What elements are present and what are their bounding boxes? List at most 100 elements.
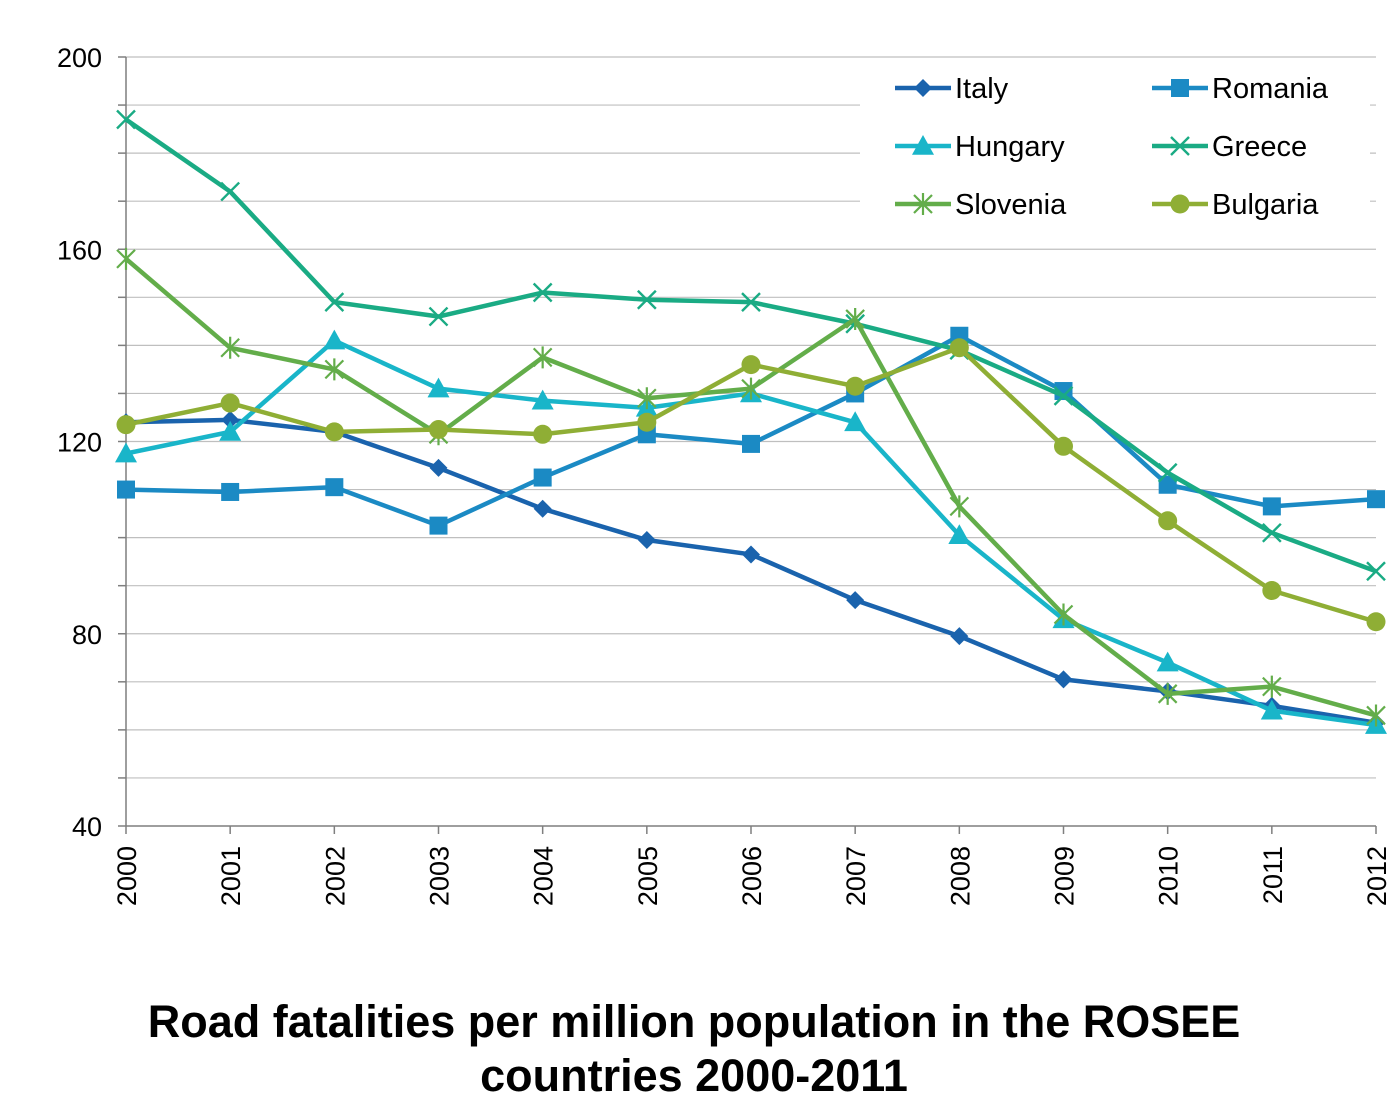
legend-item-greece: Greece [1152, 131, 1307, 163]
data-point-bulgaria [1054, 436, 1073, 456]
x-tick-label: 2005 [633, 846, 663, 906]
x-tick-label: 2010 [1154, 846, 1184, 906]
legend-label-bulgaria: Bulgaria [1212, 189, 1319, 221]
y-axis-tick-labels: 40 80 120 160 200 [57, 43, 102, 842]
legend-marker-hungary [912, 135, 934, 155]
legend-label-slovenia: Slovenia [955, 189, 1067, 221]
x-tick-label: 2004 [529, 846, 559, 906]
data-point-romania [325, 478, 344, 497]
data-point-romania [533, 468, 552, 487]
chart-title: Road fatalities per million population i… [0, 995, 1388, 1103]
y-tick-label: 120 [57, 428, 102, 458]
data-point-italy [221, 410, 240, 429]
legend: Italy Romania Hungary Greece Slovenia Bulgari… [860, 62, 1370, 234]
legend-marker-italy [914, 79, 932, 97]
chart-title-line-1: Road fatalities per million population i… [147, 996, 1241, 1047]
data-point-romania [221, 482, 240, 501]
legend-item-bulgaria: Bulgaria [1152, 189, 1319, 221]
data-point-bulgaria [1262, 580, 1282, 600]
data-point-italy [950, 627, 969, 646]
y-tick-label: 200 [57, 43, 102, 73]
data-point-greece [741, 292, 761, 312]
x-tick-label: 2000 [112, 846, 142, 906]
x-axis-tick-labels: 2000 2001 2002 2003 2004 2005 2006 2007 2008 2009… [112, 846, 1388, 906]
data-point-slovenia [741, 377, 761, 400]
axes [118, 56, 1377, 834]
x-tick-label: 2002 [320, 846, 350, 906]
data-point-hungary [531, 389, 554, 410]
data-point-romania [117, 480, 135, 499]
y-tick-label: 80 [72, 620, 102, 650]
data-point-greece [220, 181, 241, 202]
data-point-greece [324, 292, 345, 312]
data-point-bulgaria [741, 355, 761, 375]
data-point-greece [1053, 385, 1074, 406]
data-point-hungary [1260, 699, 1283, 720]
data-point-greece [1157, 462, 1178, 483]
data-point-slovenia [220, 336, 240, 359]
data-point-romania [1262, 497, 1281, 516]
data-point-greece [428, 306, 449, 327]
x-tick-label: 2012 [1362, 846, 1388, 906]
data-point-hungary [948, 524, 971, 545]
data-point-greece [1261, 522, 1282, 543]
data-point-hungary [115, 442, 137, 463]
x-tick-label: 2007 [841, 846, 871, 906]
data-point-italy [429, 458, 448, 477]
legend-item-slovenia: Slovenia [895, 189, 1067, 221]
legend-marker-bulgaria [1170, 194, 1190, 214]
data-point-greece [116, 109, 136, 130]
data-point-slovenia [845, 307, 865, 330]
data-point-slovenia [324, 358, 345, 381]
data-point-romania [429, 516, 448, 535]
data-point-italy [846, 591, 865, 610]
x-tick-label: 2009 [1050, 846, 1080, 906]
data-point-greece [1366, 561, 1386, 582]
data-point-slovenia [116, 247, 136, 270]
legend-marker-romania [1171, 79, 1189, 97]
series-italy [117, 410, 1385, 732]
data-point-slovenia [1053, 603, 1074, 626]
data-point-bulgaria [845, 376, 865, 396]
chart-title-line-2: countries 2000-2011 [480, 1050, 908, 1101]
series-lines [115, 109, 1387, 734]
legend-label-greece: Greece [1212, 131, 1307, 163]
legend-label-hungary: Hungary [955, 131, 1065, 163]
data-point-hungary [1156, 651, 1179, 672]
data-point-bulgaria [637, 412, 657, 432]
data-point-hungary [323, 329, 346, 350]
data-point-bulgaria [1158, 511, 1178, 531]
legend-marker-greece [1170, 136, 1190, 156]
data-point-hungary [844, 411, 867, 432]
legend-label-italy: Italy [955, 73, 1009, 105]
data-point-romania [1158, 475, 1177, 494]
data-point-bulgaria [949, 338, 969, 358]
data-point-bulgaria [429, 419, 448, 439]
legend-label-romania: Romania [1212, 73, 1329, 105]
y-tick-label: 40 [72, 812, 102, 842]
series-bulgaria [116, 338, 1386, 632]
data-point-hungary [219, 420, 242, 441]
data-point-slovenia [1157, 682, 1178, 705]
legend-item-hungary: Hungary [895, 131, 1065, 163]
x-tick-label: 2003 [425, 846, 455, 906]
data-point-bulgaria [220, 393, 240, 413]
legend-item-italy: Italy [895, 73, 1009, 105]
data-point-slovenia [532, 346, 553, 369]
data-point-romania [1367, 490, 1385, 509]
data-point-bulgaria [116, 415, 136, 435]
x-tick-label: 2006 [737, 846, 767, 906]
x-tick-label: 2001 [216, 846, 246, 906]
data-point-slovenia [1262, 675, 1282, 698]
legend-item-romania: Romania [1152, 73, 1329, 105]
data-point-romania [742, 434, 760, 453]
x-tick-label: 2011 [1258, 846, 1288, 904]
data-point-bulgaria [533, 424, 553, 444]
data-point-greece [636, 289, 657, 310]
data-point-italy [1054, 670, 1073, 689]
data-point-italy [637, 531, 656, 550]
data-point-slovenia [1366, 704, 1386, 727]
series-line-italy [125, 417, 1377, 725]
x-tick-label: 2008 [945, 846, 975, 906]
